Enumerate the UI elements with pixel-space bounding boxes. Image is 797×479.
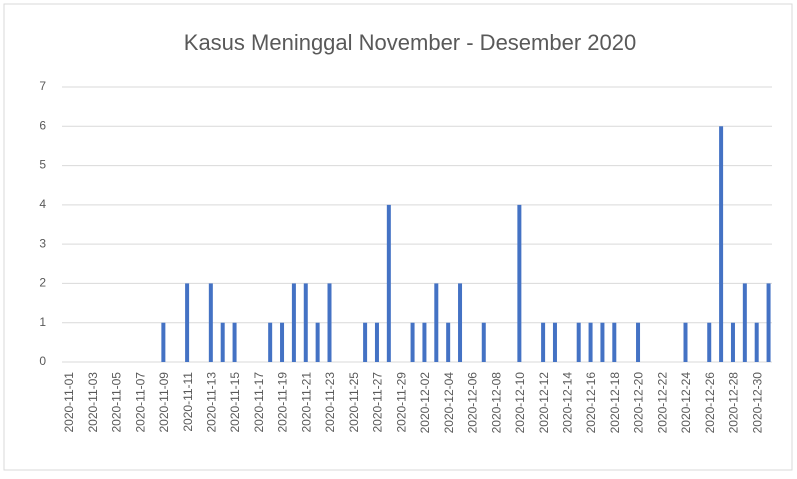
bar: [541, 322, 546, 362]
x-tick-label: 2020-12-04: [442, 372, 456, 434]
chart-title: Kasus Meninggal November - Desember 2020: [184, 30, 636, 55]
x-tick-label: 2020-11-09: [157, 372, 171, 433]
chart-border: [3, 3, 793, 471]
bar: [208, 283, 213, 362]
bar: [730, 322, 735, 362]
bar: [707, 322, 712, 362]
bar: [315, 322, 320, 362]
y-tick-label: 1: [39, 315, 46, 329]
x-tick-label: 2020-11-03: [86, 372, 100, 433]
bar: [422, 322, 427, 362]
bar: [410, 322, 415, 362]
bar: [766, 283, 771, 362]
bar: [161, 322, 166, 362]
x-tick-label: 2020-11-19: [276, 372, 290, 433]
bar: [434, 283, 439, 362]
bar: [268, 322, 273, 362]
x-tick-label: 2020-12-22: [655, 372, 669, 434]
x-tick-label: 2020-12-16: [584, 372, 598, 434]
bar: [588, 322, 593, 362]
x-tick-label: 2020-11-13: [205, 372, 219, 433]
bar: [280, 322, 285, 362]
bar: [552, 322, 557, 362]
x-tick-label: 2020-12-02: [418, 372, 432, 434]
bar: [576, 322, 581, 362]
x-tick-label: 2020-11-29: [394, 372, 408, 433]
bar: [683, 322, 688, 362]
x-tick-label: 2020-11-17: [252, 372, 266, 433]
bar: [374, 322, 379, 362]
y-tick-label: 4: [39, 197, 46, 211]
x-tick-label: 2020-12-10: [513, 372, 527, 434]
x-tick-label: 2020-11-27: [371, 372, 385, 433]
x-tick-label: 2020-11-21: [299, 372, 313, 433]
x-tick-label: 2020-12-28: [727, 372, 741, 434]
bar: [458, 283, 463, 362]
x-tick-label: 2020-11-07: [133, 372, 147, 433]
x-tick-label: 2020-11-01: [62, 372, 76, 433]
bar: [446, 322, 451, 362]
bar: [232, 322, 237, 362]
x-tick-label: 2020-12-30: [750, 372, 764, 434]
x-tick-label: 2020-11-15: [228, 372, 242, 433]
y-tick-label: 3: [39, 236, 46, 250]
bar: [754, 322, 759, 362]
bar: [185, 283, 190, 362]
x-tick-label: 2020-11-25: [347, 372, 361, 433]
bar: [363, 322, 368, 362]
bar: [303, 283, 308, 362]
x-tick-label: 2020-12-12: [537, 372, 551, 434]
bar: [600, 322, 605, 362]
bar: [612, 322, 617, 362]
y-tick-label: 0: [39, 354, 46, 368]
bar: [327, 283, 332, 362]
bar: [719, 126, 724, 363]
y-tick-label: 5: [39, 158, 46, 172]
y-tick-label: 6: [39, 118, 46, 132]
bar: [742, 283, 747, 362]
x-tick-label: 2020-11-11: [181, 372, 195, 432]
bar: [386, 204, 391, 362]
bar: [481, 322, 486, 362]
x-tick-label: 2020-12-20: [632, 372, 646, 434]
bar: [517, 204, 522, 362]
x-tick-label: 2020-12-08: [489, 372, 503, 434]
y-tick-label: 2: [39, 276, 46, 290]
x-tick-label: 2020-12-14: [561, 372, 575, 434]
x-tick-label: 2020-11-05: [110, 372, 124, 433]
x-tick-label: 2020-12-18: [608, 372, 622, 434]
x-tick-label: 2020-12-06: [466, 372, 480, 434]
y-tick-label: 7: [39, 79, 46, 93]
bar: [291, 283, 296, 362]
bar: [636, 322, 641, 362]
x-tick-label: 2020-11-23: [323, 372, 337, 433]
x-tick-label: 2020-12-24: [679, 372, 693, 434]
x-tick-label: 2020-12-26: [703, 372, 717, 434]
bar: [220, 322, 225, 362]
